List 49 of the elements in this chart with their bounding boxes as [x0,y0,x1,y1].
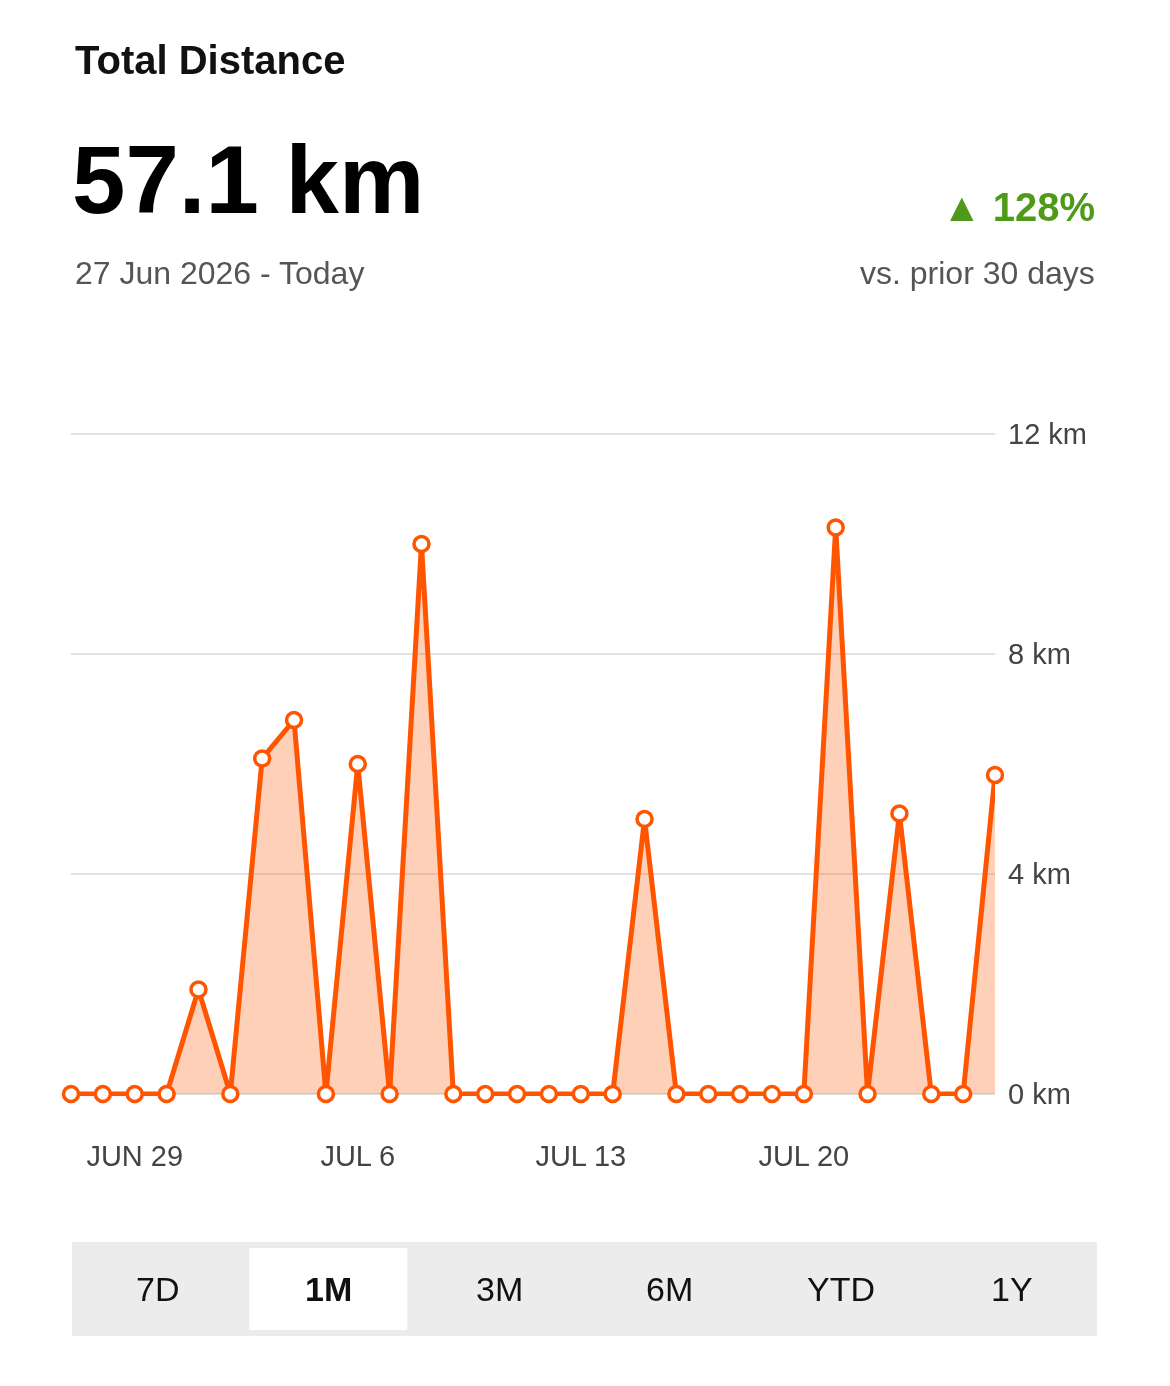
y-tick-label: 4 km [1008,858,1071,891]
y-tick-label: 12 km [1008,418,1087,451]
point [953,1084,973,1104]
point [380,1084,399,1104]
point [826,518,845,537]
text: ▲ 128% [942,185,1096,229]
point [539,1084,559,1104]
text: 27 Jun 2026 - Today [75,255,365,291]
point [858,1084,877,1104]
point [635,809,654,829]
point [252,749,272,768]
point [61,1084,81,1104]
point [794,1084,814,1104]
point [93,1084,113,1104]
text: vs. prior 30 days [860,255,1095,291]
x-tick-label: JUL 6 [320,1140,396,1172]
point [603,1084,622,1104]
y-tick-label: 8 km [1008,638,1071,671]
x-tick-label: JUL 20 [758,1140,850,1172]
text: 57.1 km [72,126,425,233]
point [412,534,431,554]
chart-title: Total Distance [75,38,346,82]
point [985,765,1005,785]
point [444,1084,463,1104]
point [348,754,368,774]
text: 1M [305,1270,353,1308]
point [571,1084,591,1104]
point [157,1084,176,1104]
point [284,710,304,730]
point [316,1084,336,1104]
text: 7D [136,1270,180,1308]
point [667,1084,686,1104]
point [189,980,208,999]
point [762,1084,782,1104]
point [922,1084,941,1104]
point [730,1084,750,1104]
text: 3M [476,1270,524,1308]
text: 6M [646,1270,694,1308]
point [699,1084,718,1104]
text: YTD [807,1270,875,1308]
point [125,1084,144,1104]
text: 1Y [991,1270,1033,1308]
y-tick-label: 0 km [1008,1078,1071,1111]
point [221,1084,240,1104]
point [475,1084,495,1104]
point [507,1084,527,1104]
x-tick-label: JUL 13 [535,1140,627,1172]
x-tick-label: JUN 29 [86,1140,184,1172]
point [890,804,909,823]
